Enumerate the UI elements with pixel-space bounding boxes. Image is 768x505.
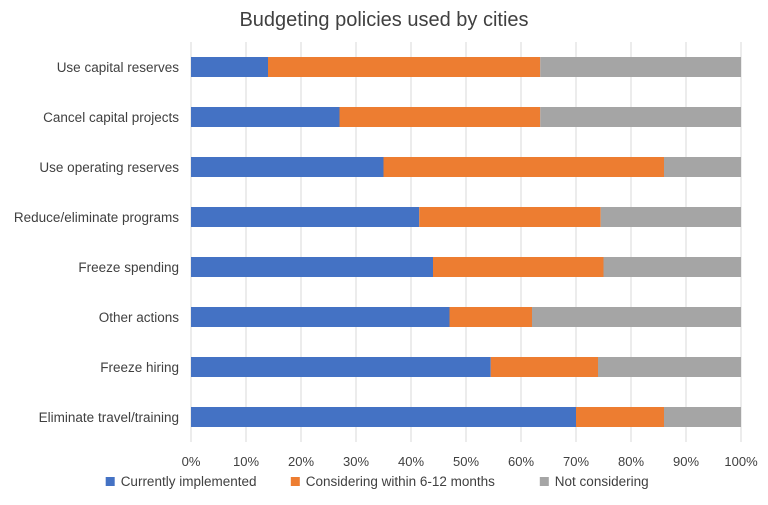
bar-not-considering-use-capital-reserves	[540, 57, 741, 77]
bar-currently-implemented-cancel-capital-projects	[191, 107, 340, 127]
bar-row-cancel-capital-projects	[191, 107, 741, 127]
category-label: Freeze hiring	[100, 360, 179, 375]
bar-considering-within-6-12-months-eliminate-travel-training	[576, 407, 664, 427]
bar-row-use-operating-reserves	[191, 157, 741, 177]
bar-currently-implemented-other-actions	[191, 307, 450, 327]
category-label: Use capital reserves	[57, 60, 180, 75]
bar-currently-implemented-reduce-eliminate-programs	[191, 207, 420, 227]
x-tick-label: 70%	[563, 454, 589, 469]
chart-title: Budgeting policies used by cities	[239, 9, 528, 31]
legend-swatch	[539, 477, 549, 486]
x-tick-label: 60%	[508, 454, 534, 469]
legend-item-considering-within-6-12-months: Considering within 6-12 months	[290, 474, 495, 489]
bar-considering-within-6-12-months-freeze-spending	[433, 257, 604, 277]
legend: Currently implemented Considering within …	[105, 474, 649, 489]
x-tick-label: 30%	[343, 454, 369, 469]
legend-label: Not considering	[555, 474, 649, 489]
category-labels: Use capital reserves Cancel capital proje…	[14, 60, 179, 425]
category-label: Freeze spending	[78, 260, 179, 275]
bar-not-considering-other-actions	[532, 307, 741, 327]
bar-currently-implemented-freeze-spending	[191, 257, 433, 277]
x-tick-label: 100%	[724, 454, 758, 469]
legend-label: Considering within 6-12 months	[306, 474, 495, 489]
bar-row-freeze-spending	[191, 257, 741, 277]
x-tick-label: 90%	[673, 454, 699, 469]
bar-row-use-capital-reserves	[191, 57, 741, 77]
x-tick-label: 80%	[618, 454, 644, 469]
bar-row-freeze-hiring	[191, 357, 741, 377]
legend-swatch	[105, 477, 115, 486]
bar-not-considering-cancel-capital-projects	[540, 107, 741, 127]
legend-item-currently-implemented: Currently implemented	[105, 474, 257, 489]
x-axis-ticks: 0% 10% 20% 30% 40% 50% 60% 70% 80% 90% 100%	[182, 454, 758, 469]
legend-item-not-considering: Not considering	[539, 474, 649, 489]
legend-swatch	[290, 477, 300, 486]
bar-not-considering-reduce-eliminate-programs	[600, 207, 741, 227]
category-label: Reduce/eliminate programs	[14, 210, 179, 225]
legend-label: Currently implemented	[121, 474, 257, 489]
bar-not-considering-eliminate-travel-training	[664, 407, 741, 427]
category-label: Use operating reserves	[39, 160, 179, 175]
x-tick-label: 0%	[182, 454, 201, 469]
bars	[191, 57, 741, 427]
x-tick-label: 10%	[233, 454, 259, 469]
category-label: Other actions	[99, 310, 180, 325]
x-tick-label: 20%	[288, 454, 314, 469]
bar-not-considering-freeze-hiring	[598, 357, 741, 377]
bar-row-eliminate-travel-training	[191, 407, 741, 427]
x-tick-label: 40%	[398, 454, 424, 469]
bar-not-considering-use-operating-reserves	[664, 157, 741, 177]
bar-not-considering-freeze-spending	[603, 257, 741, 277]
bar-row-reduce-eliminate-programs	[191, 207, 741, 227]
bar-considering-within-6-12-months-reduce-eliminate-programs	[419, 207, 601, 227]
category-label: Eliminate travel/training	[39, 410, 179, 425]
x-tick-label: 50%	[453, 454, 479, 469]
bar-currently-implemented-freeze-hiring	[191, 357, 491, 377]
bar-considering-within-6-12-months-cancel-capital-projects	[339, 107, 541, 127]
bar-considering-within-6-12-months-freeze-hiring	[490, 357, 598, 377]
gridlines	[190, 42, 742, 442]
bar-currently-implemented-use-capital-reserves	[191, 57, 268, 77]
bar-considering-within-6-12-months-use-operating-reserves	[383, 157, 664, 177]
bar-considering-within-6-12-months-use-capital-reserves	[268, 57, 541, 77]
bar-considering-within-6-12-months-other-actions	[449, 307, 532, 327]
bar-row-other-actions	[191, 307, 741, 327]
category-label: Cancel capital projects	[43, 110, 179, 125]
bar-currently-implemented-eliminate-travel-training	[191, 407, 576, 427]
bar-currently-implemented-use-operating-reserves	[191, 157, 384, 177]
